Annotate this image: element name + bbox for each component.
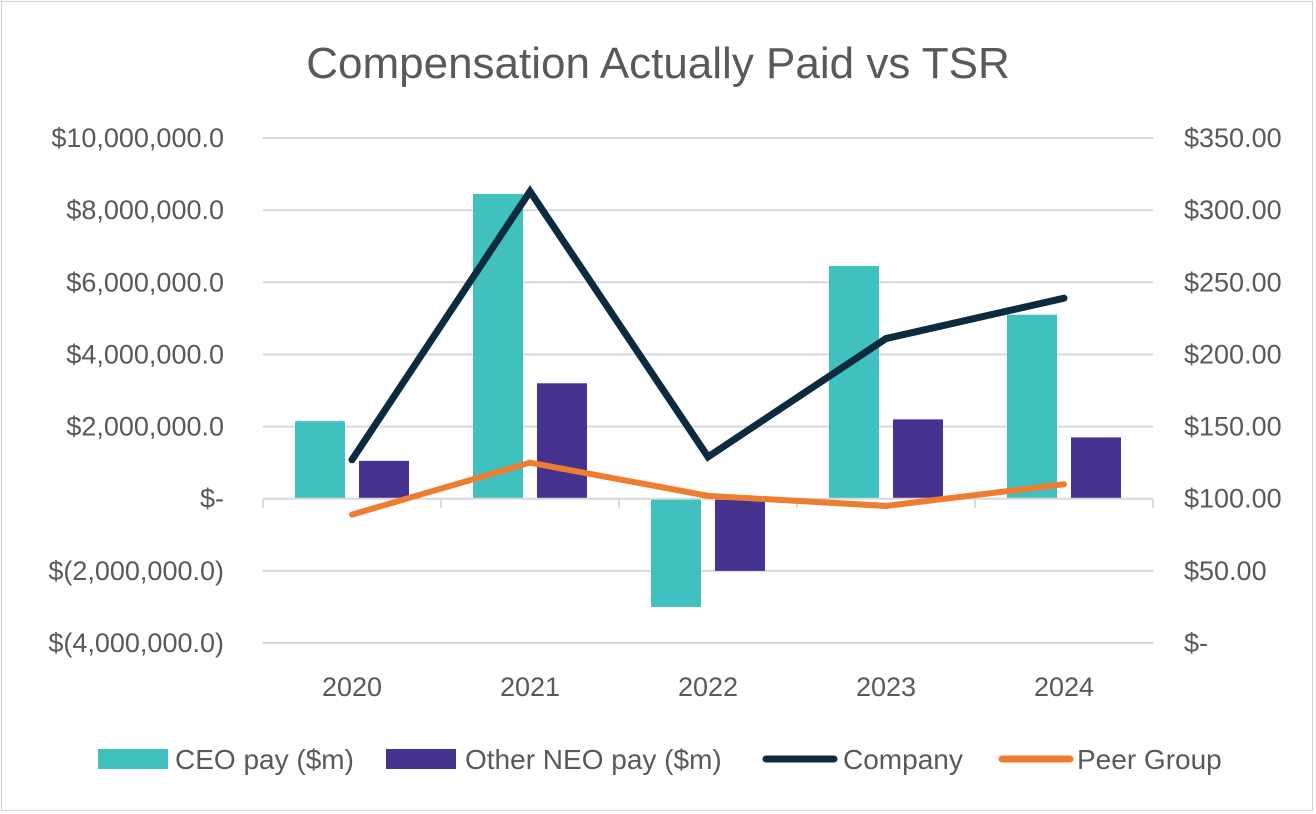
legend-label: Peer Group [1077,744,1222,775]
right-axis: $350.00 $300.00 $250.00 $200.00 $150.00 $100.… [1184,123,1282,658]
legend-swatch [98,749,168,769]
bar-ceo-pay-m-2024 [1007,314,1057,499]
category-labels: 2020 2021 2022 2023 2024 [322,672,1094,702]
left-tick-label: $2,000,000.0 [66,412,224,442]
category-label: 2022 [678,672,738,702]
chart-title: Compensation Actually Paid vs TSR [306,39,1010,88]
right-tick-label: $200.00 [1184,339,1282,369]
bar-ceo-pay-m-2023 [829,266,879,499]
legend-label: Company [843,744,963,775]
gridlines [263,137,1153,644]
left-tick-label: $8,000,000.0 [66,195,224,225]
right-tick-label: $250.00 [1184,267,1282,297]
right-tick-label: $300.00 [1184,195,1282,225]
left-tick-label: $(2,000,000.0) [48,556,224,586]
legend-label: Other NEO pay ($m) [465,744,722,775]
bar-other-neo-pay-m-2022 [715,498,765,571]
bar-other-neo-pay-m-2020 [359,460,409,499]
bar-other-neo-pay-m-2024 [1071,437,1121,499]
right-tick-label: $150.00 [1184,412,1282,442]
bar-ceo-pay-m-2020 [295,421,345,499]
line-peer-group [349,459,1067,518]
line-company [348,185,1068,464]
legend-label: CEO pay ($m) [175,744,354,775]
left-tick-label: $4,000,000.0 [66,339,224,369]
left-tick-label: $10,000,000.0 [51,123,224,153]
bar-other-neo-pay-m-2021 [537,383,587,499]
legend-swatch [386,749,456,769]
right-tick-label: $350.00 [1184,123,1282,153]
left-tick-label: $6,000,000.0 [66,267,224,297]
category-label: 2021 [500,672,560,702]
left-axis: $10,000,000.0 $8,000,000.0 $6,000,000.0 $4,… [48,123,224,658]
category-label: 2020 [322,672,382,702]
bar-other-neo-pay-m-2023 [893,419,943,499]
category-label: 2024 [1034,672,1094,702]
category-label: 2023 [856,672,916,702]
right-tick-label: $50.00 [1184,556,1267,586]
right-tick-label: $100.00 [1184,484,1282,514]
bar-ceo-pay-m-2022 [651,498,701,607]
right-tick-label: $- [1184,628,1208,658]
left-tick-label: $(4,000,000.0) [48,628,224,658]
line-series [348,185,1068,518]
bar-series [295,193,1121,607]
legend: CEO pay ($m) Other NEO pay ($m) Company Pee… [98,744,1222,775]
left-tick-label: $- [200,484,224,514]
